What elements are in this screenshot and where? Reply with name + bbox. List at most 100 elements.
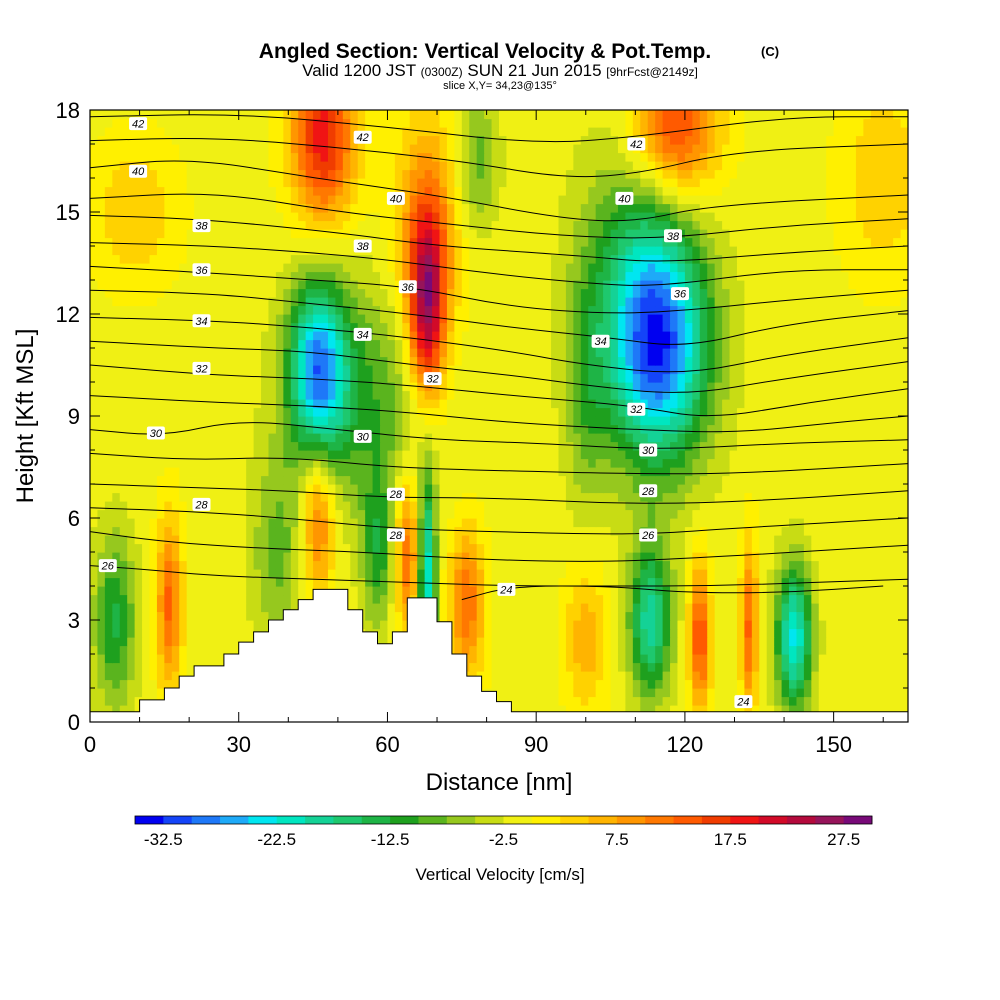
heatmap-cell (127, 679, 136, 689)
heatmap-cell (684, 407, 693, 417)
heatmap-cell (298, 484, 307, 494)
heatmap-cell (744, 433, 753, 443)
heatmap-cell (751, 594, 760, 604)
heatmap-cell (736, 467, 745, 477)
heatmap-cell (841, 518, 850, 528)
heatmap-cell (394, 518, 403, 528)
heatmap-cell (766, 501, 775, 511)
heatmap-cell (573, 611, 582, 621)
heatmap-cell (261, 594, 270, 604)
heatmap-cell (104, 501, 113, 511)
heatmap-cell (104, 611, 113, 621)
heatmap-cell (803, 535, 812, 545)
heatmap-cell (751, 526, 760, 536)
heatmap-cell (900, 467, 908, 477)
heatmap-cell (722, 373, 731, 383)
heatmap-cell (603, 628, 612, 638)
heatmap-cell (97, 475, 106, 485)
heatmap-cell (313, 382, 322, 392)
heatmap-cell (357, 535, 366, 545)
heatmap-cell (179, 637, 188, 647)
heatmap-cell (714, 543, 723, 553)
heatmap-cell (387, 620, 396, 630)
heatmap-cell (610, 509, 619, 519)
heatmap-cell (632, 390, 641, 400)
heatmap-cell (841, 433, 850, 443)
heatmap-cell (729, 382, 738, 392)
heatmap-cell (893, 518, 902, 528)
heatmap-cell (491, 628, 500, 638)
heatmap-cell (565, 509, 574, 519)
heatmap-cell (811, 688, 820, 698)
heatmap-cell (707, 679, 716, 689)
heatmap-cell (283, 501, 292, 511)
heatmap-cell (662, 356, 671, 366)
heatmap-cell (179, 475, 188, 485)
heatmap-cell (878, 645, 887, 655)
heatmap-cell (900, 654, 908, 664)
heatmap-cell (231, 348, 240, 358)
heatmap-cell (662, 594, 671, 604)
heatmap-cell (476, 348, 485, 358)
heatmap-cell (432, 569, 441, 579)
heatmap-cell (662, 679, 671, 689)
heatmap-cell (796, 645, 805, 655)
heatmap-cell (402, 441, 411, 451)
heatmap-cell (216, 467, 225, 477)
heatmap-cell (893, 662, 902, 672)
heatmap-cell (722, 688, 731, 698)
heatmap-cell (736, 450, 745, 460)
heatmap-cell (632, 535, 641, 545)
heatmap-cell (134, 662, 143, 672)
heatmap-cell (558, 450, 567, 460)
heatmap-cell (186, 654, 195, 664)
heatmap-cell (320, 492, 329, 502)
heatmap-cell (432, 450, 441, 460)
heatmap-cell (119, 467, 128, 477)
heatmap-cell (90, 637, 99, 647)
heatmap-cell (543, 339, 552, 349)
heatmap-cell (231, 526, 240, 536)
heatmap-cell (595, 628, 604, 638)
heatmap-cell (610, 705, 619, 715)
heatmap-cell (476, 552, 485, 562)
heatmap-cell (179, 348, 188, 358)
heatmap-cell (90, 373, 99, 383)
heatmap-cell (439, 475, 448, 485)
heatmap-cell (796, 637, 805, 647)
heatmap-cell (432, 535, 441, 545)
heatmap-cell (818, 407, 827, 417)
heatmap-cell (588, 594, 597, 604)
heatmap-cell (439, 569, 448, 579)
heatmap-cell (573, 348, 582, 358)
heatmap-cell (595, 696, 604, 706)
heatmap-cell (127, 399, 136, 409)
heatmap-cell (499, 620, 508, 630)
heatmap-cell (372, 382, 381, 392)
heatmap-cell (521, 390, 530, 400)
heatmap-cell (870, 535, 879, 545)
heatmap-cell (811, 569, 820, 579)
heatmap-cell (350, 475, 359, 485)
heatmap-cell (744, 501, 753, 511)
heatmap-cell (521, 603, 530, 613)
heatmap-cell (283, 399, 292, 409)
heatmap-cell (156, 645, 165, 655)
heatmap-cell (380, 569, 389, 579)
heatmap-cell (112, 552, 121, 562)
heatmap-cell (684, 645, 693, 655)
heatmap-cell (119, 696, 128, 706)
heatmap-cell (684, 382, 693, 392)
heatmap-cell (469, 441, 478, 451)
heatmap-cell (149, 365, 158, 375)
heatmap-cell (275, 543, 284, 553)
heatmap-cell (194, 543, 203, 553)
heatmap-cell (588, 560, 597, 570)
heatmap-cell (736, 577, 745, 587)
heatmap-cell (469, 365, 478, 375)
heatmap-cell (298, 390, 307, 400)
heatmap-cell (223, 645, 232, 655)
heatmap-cell (878, 339, 887, 349)
heatmap-cell (372, 373, 381, 383)
heatmap-cell (476, 645, 485, 655)
